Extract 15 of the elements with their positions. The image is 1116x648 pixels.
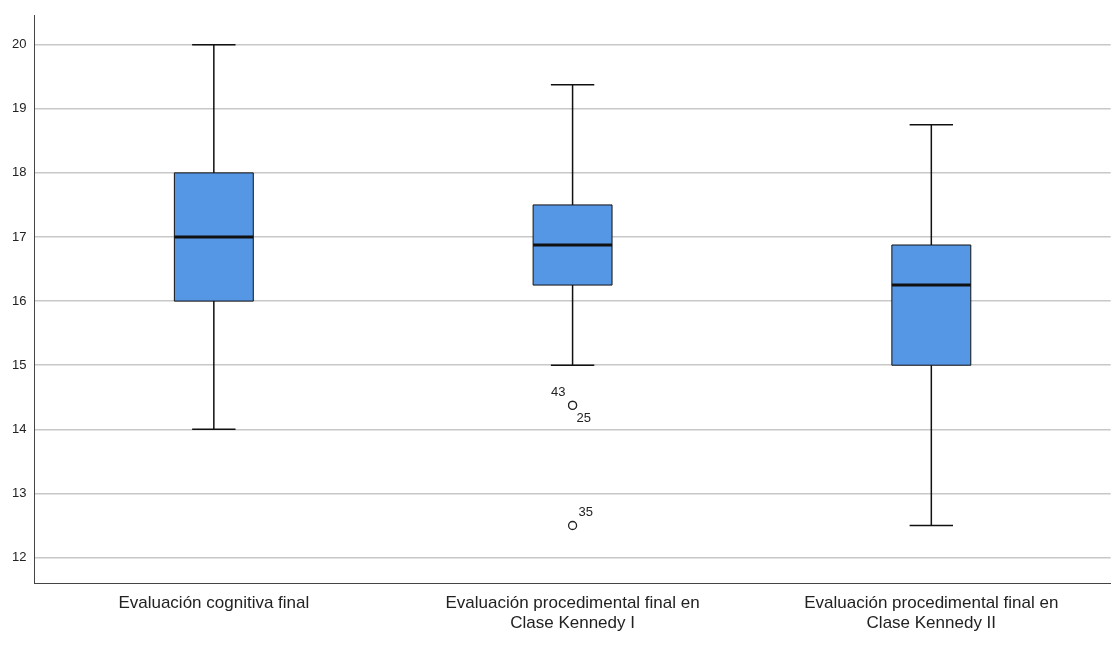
y-tick-label: 20 — [11, 36, 27, 52]
y-tick-label: 14 — [11, 420, 27, 436]
x-tick-label: Evaluación procedimental final en Clase Kennedy I — [445, 593, 700, 633]
x-tick-label: Evaluación cognitiva final — [118, 593, 310, 613]
y-tick-label: 13 — [11, 485, 27, 501]
y-tick-label: 18 — [11, 164, 27, 180]
annotation: 25 — [576, 409, 592, 425]
y-tick-label: 19 — [11, 100, 27, 116]
y-tick-label: 17 — [11, 228, 27, 244]
annotation: 43 — [551, 383, 566, 399]
annotation: 35 — [578, 504, 594, 520]
y-tick-label: 16 — [11, 292, 27, 308]
x-tick-label: Evaluación procedimental final en Clase Kennedy II — [804, 593, 1059, 633]
y-tick-label: 15 — [11, 356, 27, 372]
y-tick-label: 12 — [11, 549, 27, 565]
